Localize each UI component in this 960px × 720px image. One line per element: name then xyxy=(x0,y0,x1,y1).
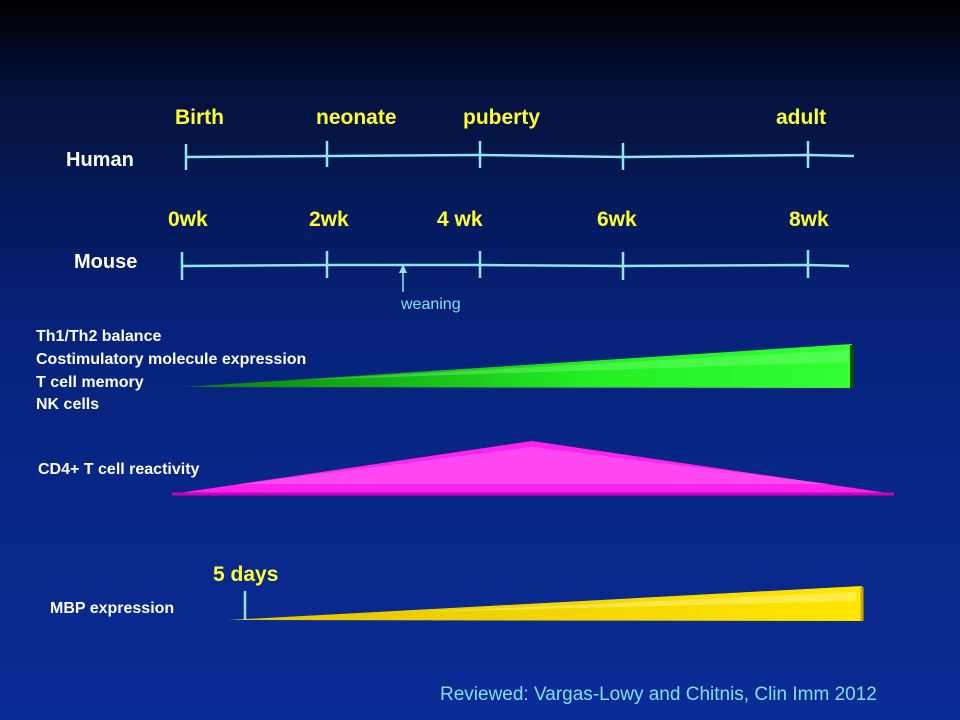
label-5-days: 5 days xyxy=(213,563,279,586)
citation: Reviewed: Vargas-Lowy and Chitnis, Clin … xyxy=(440,684,877,705)
green-wedge xyxy=(183,344,854,388)
human-label: Human xyxy=(66,149,134,171)
label-mbp-expression: MBP expression xyxy=(50,600,175,617)
human-timeline xyxy=(184,141,855,170)
label-nk-cells: NK cells xyxy=(36,396,100,413)
pink-wedge xyxy=(172,441,894,496)
mouse-timeline xyxy=(180,250,850,280)
age-4wk: 4 wk xyxy=(437,208,483,231)
label-cd4: CD4+ T cell reactivity xyxy=(38,461,200,478)
milestone-neonate: neonate xyxy=(316,106,397,129)
age-0wk: 0wk xyxy=(168,208,208,231)
label-costimulatory: Costimulatory molecule expression xyxy=(36,351,307,368)
label-th1-th2: Th1/Th2 balance xyxy=(36,328,162,345)
weaning-arrow xyxy=(399,264,407,292)
label-t-cell-memory: T cell memory xyxy=(36,374,144,391)
yellow-wedge xyxy=(228,586,864,621)
age-2wk: 2wk xyxy=(309,208,349,231)
milestone-birth: Birth xyxy=(175,106,224,129)
age-8wk: 8wk xyxy=(789,208,829,231)
milestone-adult: adult xyxy=(776,106,827,129)
milestone-puberty: puberty xyxy=(463,106,541,129)
mouse-label: Mouse xyxy=(74,251,138,273)
age-6wk: 6wk xyxy=(597,208,637,231)
weaning-label: weaning xyxy=(401,296,461,313)
